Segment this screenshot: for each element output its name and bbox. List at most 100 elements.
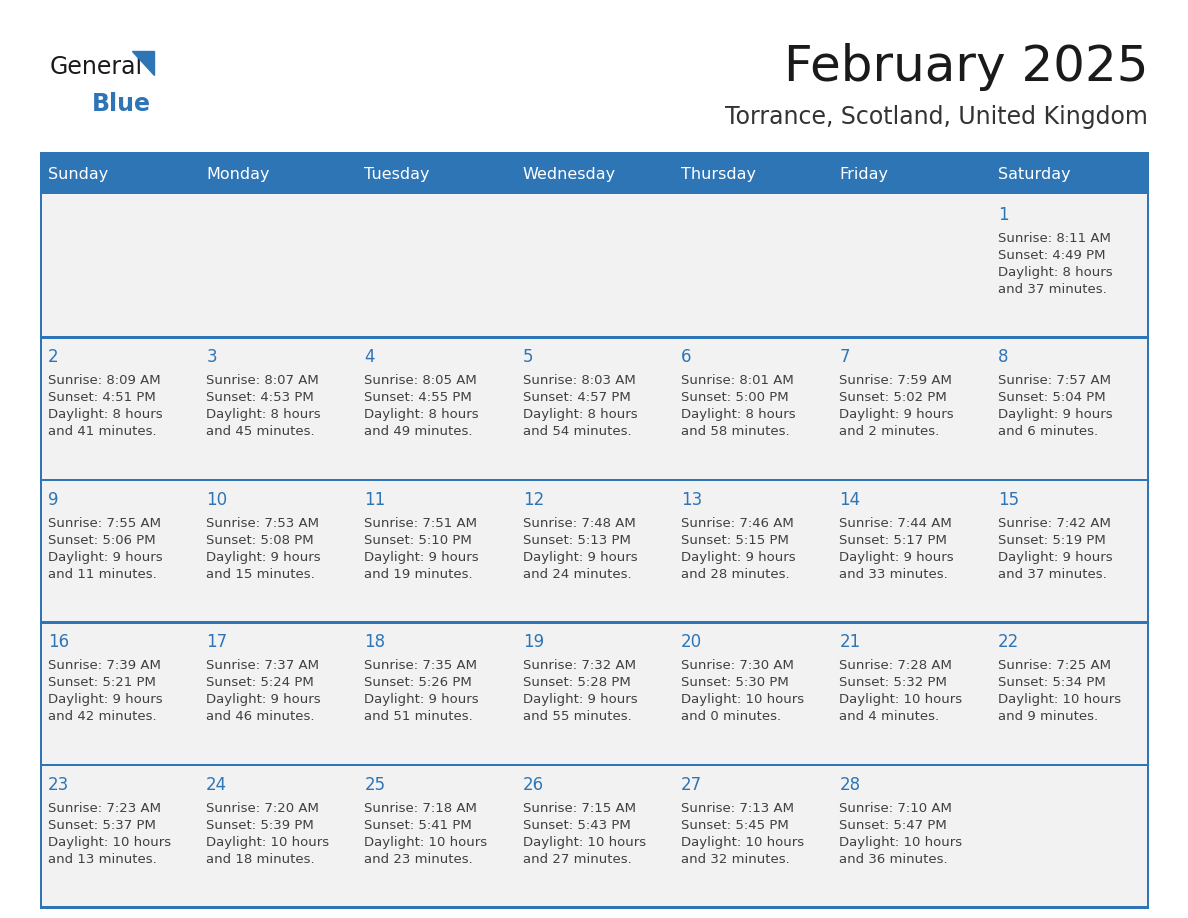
Text: Sunrise: 7:57 AM: Sunrise: 7:57 AM: [998, 375, 1111, 387]
Text: 5: 5: [523, 349, 533, 366]
Text: 27: 27: [681, 776, 702, 793]
Text: and 2 minutes.: and 2 minutes.: [840, 425, 940, 439]
Text: 14: 14: [840, 491, 860, 509]
Text: Daylight: 8 hours: Daylight: 8 hours: [207, 409, 321, 421]
Bar: [40, 336, 198, 479]
Text: and 19 minutes.: and 19 minutes.: [365, 568, 473, 581]
Text: and 18 minutes.: and 18 minutes.: [207, 853, 315, 866]
Text: and 4 minutes.: and 4 minutes.: [840, 711, 940, 723]
Text: and 37 minutes.: and 37 minutes.: [998, 283, 1106, 296]
Text: Sunrise: 7:32 AM: Sunrise: 7:32 AM: [523, 659, 636, 672]
Text: Sunset: 5:32 PM: Sunset: 5:32 PM: [840, 677, 947, 689]
Bar: [40, 194, 198, 336]
Bar: [40, 621, 198, 764]
Text: Sunrise: 7:35 AM: Sunrise: 7:35 AM: [365, 659, 478, 672]
Text: Sunset: 5:08 PM: Sunset: 5:08 PM: [207, 533, 314, 547]
Text: Sunrise: 7:10 AM: Sunrise: 7:10 AM: [840, 801, 953, 814]
Text: and 46 minutes.: and 46 minutes.: [207, 711, 315, 723]
Bar: [356, 764, 514, 906]
Text: Sunrise: 8:05 AM: Sunrise: 8:05 AM: [365, 375, 478, 387]
Bar: [674, 194, 832, 336]
Bar: [198, 194, 356, 336]
Text: Daylight: 9 hours: Daylight: 9 hours: [681, 551, 796, 564]
Text: Sunrise: 8:09 AM: Sunrise: 8:09 AM: [48, 375, 160, 387]
Text: Daylight: 10 hours: Daylight: 10 hours: [681, 693, 804, 706]
Text: Sunrise: 7:44 AM: Sunrise: 7:44 AM: [840, 517, 952, 530]
Text: 16: 16: [48, 633, 69, 651]
Bar: [198, 156, 356, 194]
Text: 18: 18: [365, 633, 386, 651]
Text: Monday: Monday: [207, 167, 270, 183]
Text: Sunrise: 7:30 AM: Sunrise: 7:30 AM: [681, 659, 794, 672]
Text: Sunset: 4:49 PM: Sunset: 4:49 PM: [998, 249, 1105, 262]
Text: and 13 minutes.: and 13 minutes.: [48, 853, 157, 866]
Text: 2: 2: [48, 349, 58, 366]
Bar: [514, 479, 674, 621]
Bar: [832, 621, 990, 764]
Bar: [674, 479, 832, 621]
Bar: [514, 336, 674, 479]
Text: Daylight: 9 hours: Daylight: 9 hours: [365, 551, 479, 564]
Text: 9: 9: [48, 491, 58, 509]
Text: Sunset: 4:51 PM: Sunset: 4:51 PM: [48, 391, 156, 405]
Bar: [40, 479, 198, 621]
Text: Daylight: 9 hours: Daylight: 9 hours: [48, 551, 163, 564]
Text: Daylight: 10 hours: Daylight: 10 hours: [840, 693, 962, 706]
Text: and 36 minutes.: and 36 minutes.: [840, 853, 948, 866]
Text: 17: 17: [207, 633, 227, 651]
Text: Sunset: 4:57 PM: Sunset: 4:57 PM: [523, 391, 631, 405]
Text: Sunrise: 7:20 AM: Sunrise: 7:20 AM: [207, 801, 320, 814]
Bar: [198, 764, 356, 906]
Text: 22: 22: [998, 633, 1019, 651]
Text: General: General: [50, 55, 143, 79]
Text: and 55 minutes.: and 55 minutes.: [523, 711, 632, 723]
Text: Sunset: 5:04 PM: Sunset: 5:04 PM: [998, 391, 1105, 405]
Text: 28: 28: [840, 776, 860, 793]
Text: 15: 15: [998, 491, 1019, 509]
Bar: [40, 906, 1148, 909]
Text: 25: 25: [365, 776, 386, 793]
Bar: [990, 156, 1148, 194]
Text: and 24 minutes.: and 24 minutes.: [523, 568, 631, 581]
Bar: [40, 156, 198, 194]
Bar: [356, 156, 514, 194]
Text: Sunset: 5:10 PM: Sunset: 5:10 PM: [365, 533, 473, 547]
Text: Sunrise: 7:42 AM: Sunrise: 7:42 AM: [998, 517, 1111, 530]
Text: Sunrise: 7:39 AM: Sunrise: 7:39 AM: [48, 659, 160, 672]
Text: Daylight: 10 hours: Daylight: 10 hours: [365, 835, 487, 848]
Text: Sunset: 5:15 PM: Sunset: 5:15 PM: [681, 533, 789, 547]
Text: 23: 23: [48, 776, 69, 793]
Text: Sunset: 5:19 PM: Sunset: 5:19 PM: [998, 533, 1105, 547]
Text: Daylight: 8 hours: Daylight: 8 hours: [523, 409, 638, 421]
Bar: [674, 764, 832, 906]
Text: Thursday: Thursday: [681, 167, 756, 183]
Text: and 15 minutes.: and 15 minutes.: [207, 568, 315, 581]
Text: Torrance, Scotland, United Kingdom: Torrance, Scotland, United Kingdom: [725, 105, 1148, 129]
Text: Daylight: 10 hours: Daylight: 10 hours: [48, 835, 171, 848]
Text: Sunset: 5:13 PM: Sunset: 5:13 PM: [523, 533, 631, 547]
Text: Sunset: 5:28 PM: Sunset: 5:28 PM: [523, 677, 631, 689]
Text: and 45 minutes.: and 45 minutes.: [207, 425, 315, 439]
Text: and 9 minutes.: and 9 minutes.: [998, 711, 1098, 723]
Text: Daylight: 8 hours: Daylight: 8 hours: [48, 409, 163, 421]
Bar: [40, 336, 1148, 339]
Text: and 58 minutes.: and 58 minutes.: [681, 425, 790, 439]
Text: Sunset: 5:43 PM: Sunset: 5:43 PM: [523, 819, 631, 832]
Text: Sunset: 5:00 PM: Sunset: 5:00 PM: [681, 391, 789, 405]
Text: Daylight: 9 hours: Daylight: 9 hours: [48, 693, 163, 706]
Text: 21: 21: [840, 633, 860, 651]
Text: Sunset: 5:34 PM: Sunset: 5:34 PM: [998, 677, 1105, 689]
Text: Sunrise: 7:46 AM: Sunrise: 7:46 AM: [681, 517, 794, 530]
Bar: [356, 479, 514, 621]
Text: Daylight: 9 hours: Daylight: 9 hours: [840, 409, 954, 421]
Text: Daylight: 9 hours: Daylight: 9 hours: [523, 551, 638, 564]
Text: 26: 26: [523, 776, 544, 793]
Text: Daylight: 8 hours: Daylight: 8 hours: [681, 409, 796, 421]
Text: Sunset: 5:06 PM: Sunset: 5:06 PM: [48, 533, 156, 547]
Bar: [832, 764, 990, 906]
Bar: [40, 764, 198, 906]
Text: Saturday: Saturday: [998, 167, 1070, 183]
Text: Sunrise: 8:03 AM: Sunrise: 8:03 AM: [523, 375, 636, 387]
Text: and 28 minutes.: and 28 minutes.: [681, 568, 790, 581]
Bar: [198, 336, 356, 479]
